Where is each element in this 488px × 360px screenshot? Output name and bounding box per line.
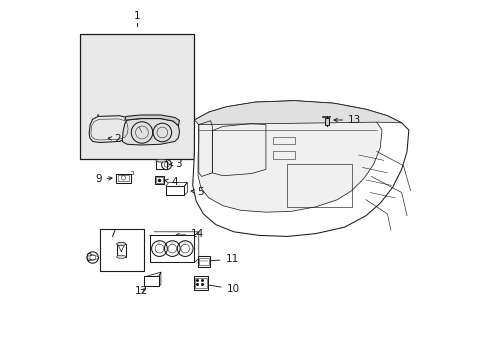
Text: 11: 11 — [202, 254, 238, 264]
Bar — [193, 276, 207, 290]
Bar — [116, 174, 131, 183]
Text: 6: 6 — [126, 263, 133, 273]
Bar — [100, 229, 144, 271]
Text: 1: 1 — [134, 11, 141, 21]
PathPatch shape — [122, 118, 179, 145]
Bar — [149, 235, 194, 262]
Bar — [287, 164, 351, 207]
Bar — [195, 278, 206, 288]
Ellipse shape — [87, 255, 98, 260]
Bar — [272, 152, 294, 158]
Text: 4: 4 — [164, 177, 178, 187]
PathPatch shape — [194, 101, 401, 125]
Text: 3: 3 — [169, 158, 181, 168]
Text: 5: 5 — [191, 187, 203, 197]
Text: 12: 12 — [135, 287, 148, 296]
Text: 7: 7 — [109, 229, 116, 239]
Bar — [143, 276, 159, 287]
Bar — [199, 257, 208, 265]
Ellipse shape — [156, 159, 166, 162]
Text: 8: 8 — [85, 252, 91, 262]
PathPatch shape — [198, 108, 381, 212]
Text: 14: 14 — [176, 229, 204, 239]
Ellipse shape — [116, 255, 125, 258]
PathPatch shape — [192, 101, 408, 237]
Text: 9: 9 — [95, 174, 112, 184]
Bar — [118, 175, 129, 181]
PathPatch shape — [89, 116, 130, 143]
Bar — [324, 118, 328, 125]
Bar — [165, 186, 184, 195]
PathPatch shape — [124, 115, 179, 126]
Bar — [156, 161, 166, 168]
Text: 10: 10 — [198, 282, 239, 294]
Bar — [116, 244, 125, 257]
Text: 2: 2 — [108, 134, 121, 144]
Bar — [80, 33, 194, 158]
Text: 13: 13 — [333, 115, 361, 125]
Bar — [156, 177, 163, 183]
Bar — [155, 176, 163, 184]
Bar — [272, 137, 294, 144]
Bar — [198, 256, 210, 267]
Ellipse shape — [116, 242, 125, 246]
